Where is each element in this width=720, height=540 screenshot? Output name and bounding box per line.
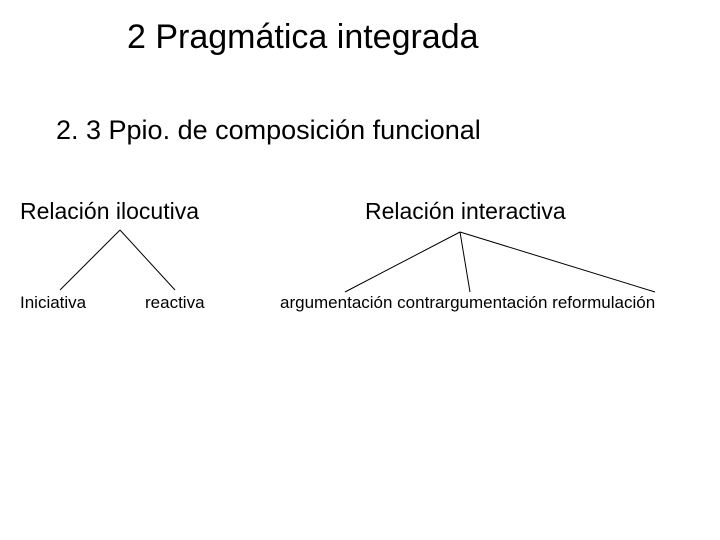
tree-leaf-iniciativa: Iniciativa (20, 293, 86, 313)
slide: 2 Pragmática integrada 2. 3 Ppio. de com… (0, 0, 720, 540)
tree-parent-left: Relación ilocutiva (20, 198, 199, 225)
tree-parent-right: Relación interactiva (365, 198, 566, 225)
tree-edges (0, 0, 720, 540)
slide-title: 2 Pragmática integrada (127, 18, 479, 57)
slide-subtitle: 2. 3 Ppio. de composición funcional (56, 115, 481, 146)
tree-leaf-argumentacion-row: argumentación contrargumentación reformu… (280, 293, 655, 313)
tree-leaf-reactiva: reactiva (145, 293, 205, 313)
